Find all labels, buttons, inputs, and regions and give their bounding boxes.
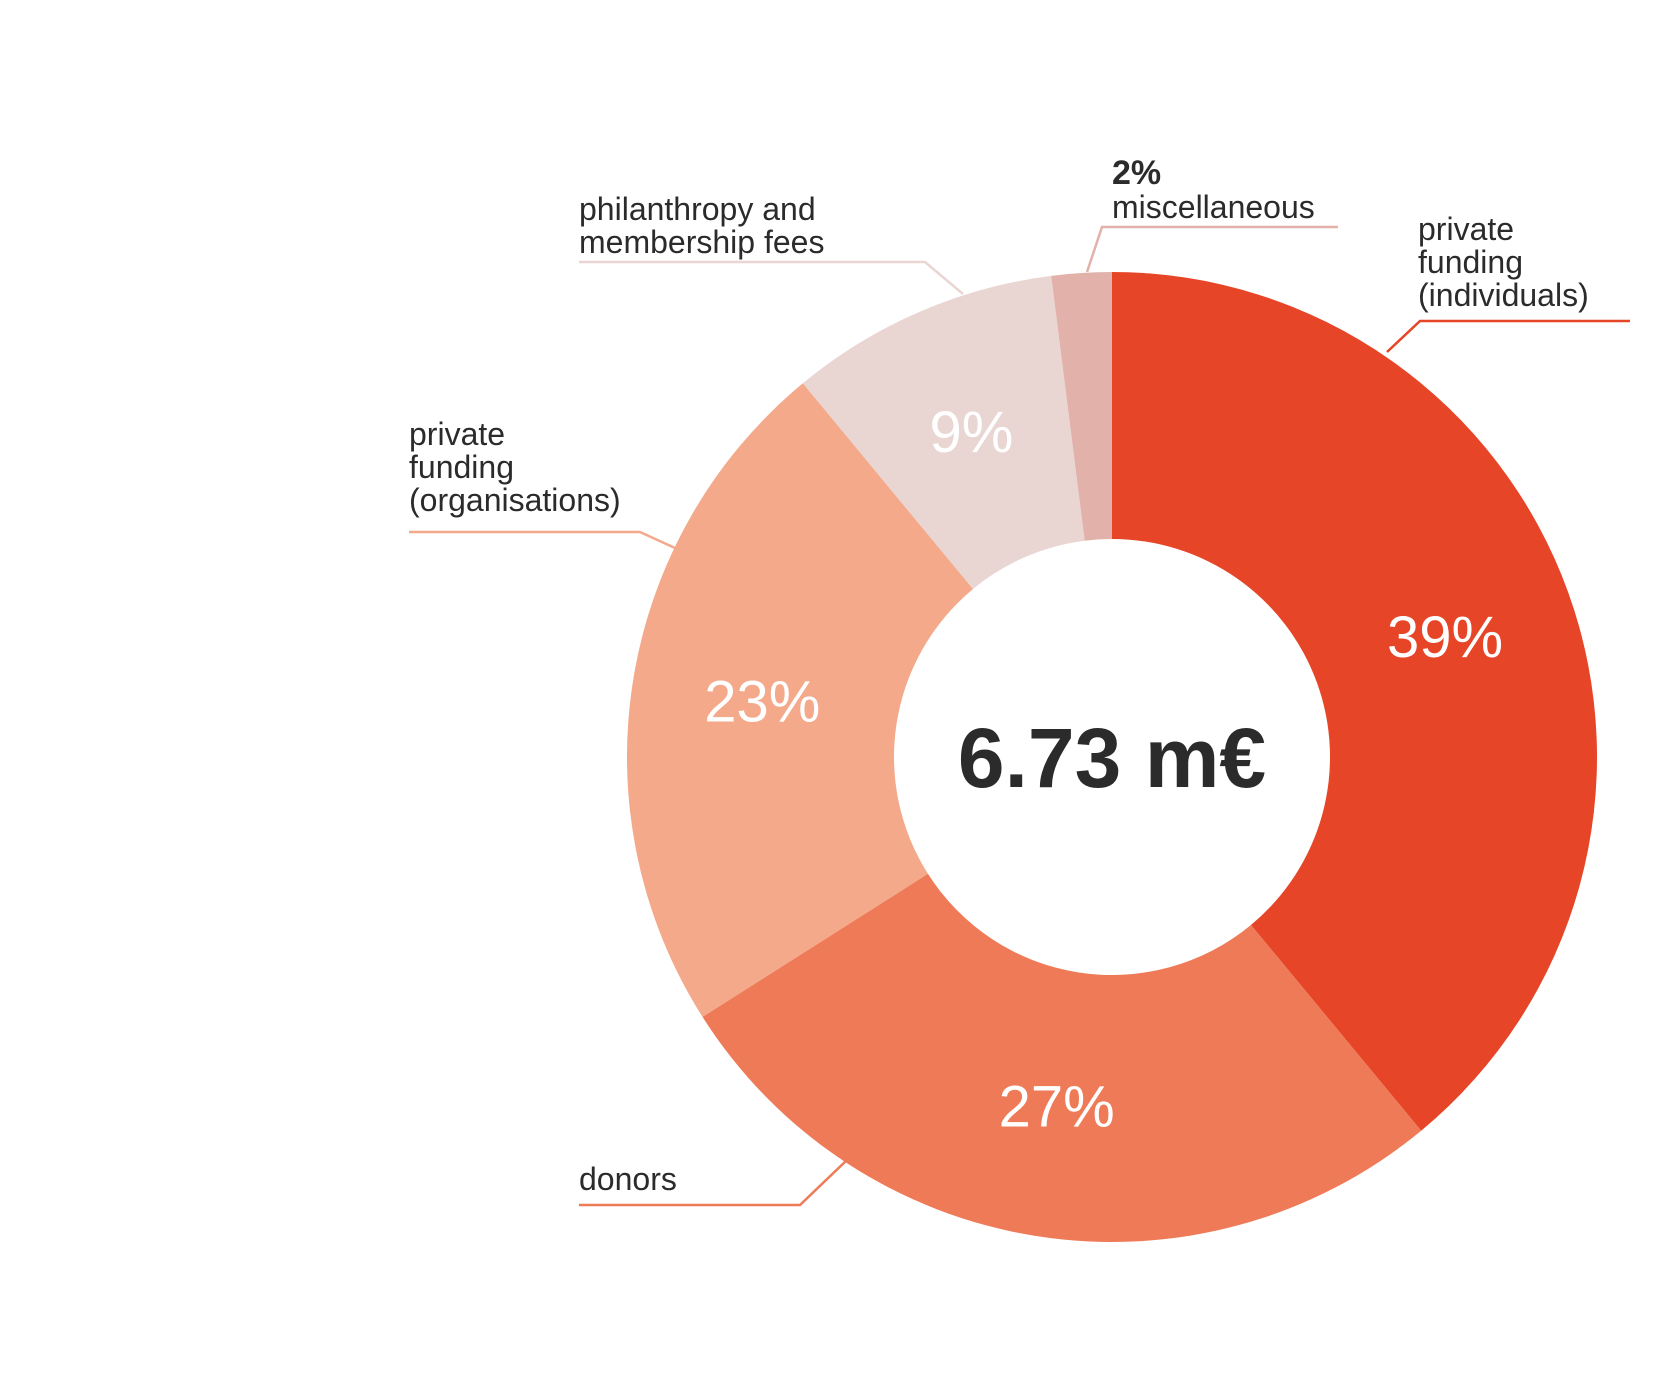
percent-label-miscellaneous: 2% [1112, 154, 1161, 192]
leaders-layer [409, 225, 1630, 1207]
slices-layer [627, 272, 1597, 1242]
percent-label-donors: 27% [999, 1075, 1115, 1140]
category-label-philanthropy-and-membership-fees-line-2: membership fees [579, 224, 824, 260]
category-label-miscellaneous-line-1: miscellaneous [1112, 189, 1315, 225]
slice-philanthropy-and-membership-fees [802, 275, 1085, 590]
percent-labels-layer: 39% 27% 23% 9% [704, 400, 1503, 1140]
category-label-private-funding-individuals-line-3: (individuals) [1418, 277, 1589, 313]
leader-line-miscellaneous [1085, 225, 1338, 273]
percent-label-private-funding-individuals: 39% [1387, 605, 1503, 670]
category-label-private-funding-individuals-line-2: funding [1418, 244, 1523, 280]
category-label-philanthropy-and-membership-fees-line-1: philanthropy and [579, 191, 816, 227]
percent-label-private-funding-organisations: 23% [704, 670, 820, 735]
category-label-private-funding-organisations-line-1: private [409, 416, 505, 452]
category-label-private-funding-organisations-line-2: funding [409, 449, 514, 485]
slice-donors [702, 873, 1422, 1242]
center-total-label: 6.73 m€ [958, 711, 1266, 805]
percent-label-philanthropy-and-membership-fees: 9% [929, 400, 1013, 465]
slice-private-funding-individuals [1112, 272, 1597, 1131]
slice-miscellaneous [1051, 272, 1112, 541]
category-label-private-funding-individuals-line-1: private [1418, 211, 1514, 247]
slice-private-funding-organisations [627, 383, 974, 1017]
category-label-donors-line-1: donors [579, 1161, 677, 1197]
leader-line-philanthropy-and-membership-fees [579, 260, 964, 295]
leader-line-donors [579, 1158, 849, 1207]
category-labels-layer: privatefunding(individuals)donorsprivate… [409, 154, 1589, 1197]
category-label-private-funding-organisations-line-3: (organisations) [409, 482, 621, 518]
leader-line-private-funding-organisations [409, 530, 676, 550]
leader-line-private-funding-individuals [1386, 319, 1630, 353]
